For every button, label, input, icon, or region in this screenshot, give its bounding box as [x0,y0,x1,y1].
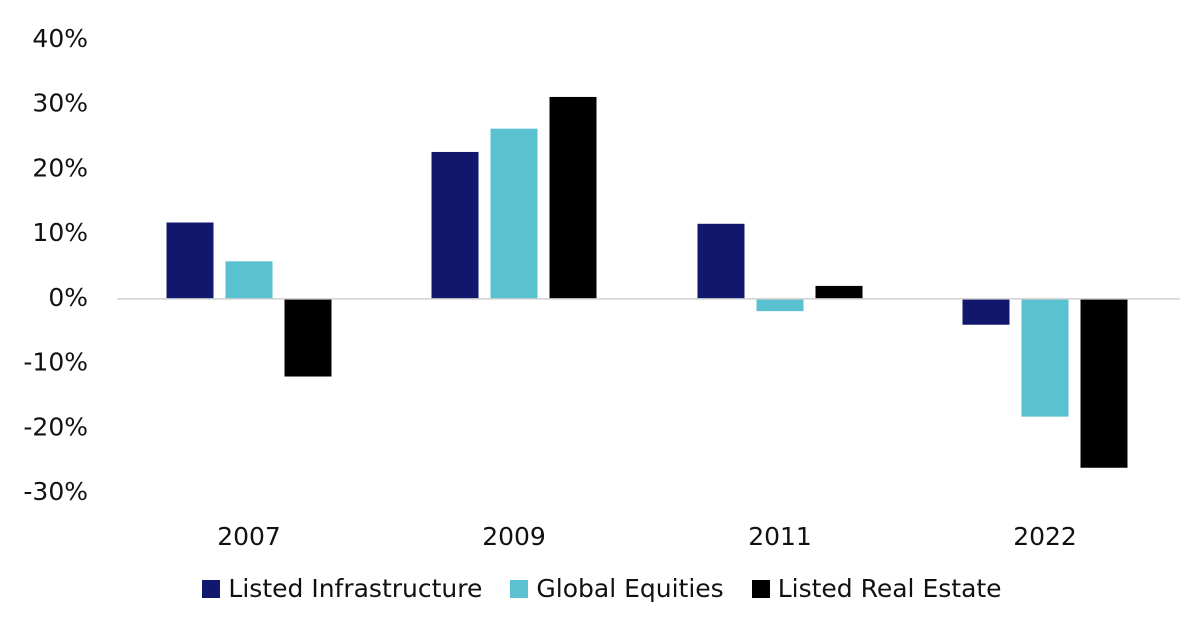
legend-swatch [510,579,529,598]
x-tick-label: 2022 [1013,522,1077,551]
bar-global-equities-2022 [1021,298,1069,417]
y-tick-label: 20% [32,153,88,182]
y-tick-label: 10% [32,218,88,247]
bar-global-equities-2007 [225,261,273,299]
y-tick-label: 40% [32,24,88,53]
bar-global-equities-2011 [756,298,804,312]
legend-swatch [751,579,770,598]
y-tick-label: -20% [23,412,88,441]
y-tick-label: 0% [48,283,88,312]
x-tick-label: 2009 [482,522,546,551]
x-tick-label: 2007 [217,522,281,551]
bar-listed-infrastructure-2011 [697,223,745,299]
x-tick-label: 2011 [748,522,812,551]
x-axis-labels: 2007 2009 2011 2022 [217,522,1077,551]
bar-listed-infrastructure-2007 [166,222,214,299]
y-tick-label: -10% [23,348,88,377]
legend: Listed Infrastructure Global Equities List… [0,574,1204,603]
y-tick-label: 30% [32,89,88,118]
legend-label: Global Equities [536,574,724,603]
bar-global-equities-2009 [490,128,538,299]
legend-item: Listed Infrastructure [202,574,482,603]
legend-item: Global Equities [510,574,724,603]
bar-listed-real-estate-2007 [284,298,332,377]
bar-listed-real-estate-2022 [1080,298,1128,468]
bar-listed-infrastructure-2009 [431,151,479,299]
bar-listed-infrastructure-2022 [962,298,1010,325]
legend-item: Listed Real Estate [751,574,1002,603]
bar-listed-real-estate-2009 [549,96,597,299]
legend-swatch [202,579,221,598]
y-tick-label: -30% [23,477,88,506]
y-axis-labels: 40% 30% 20% 10% 0% -10% -20% -30% [23,24,88,506]
legend-label: Listed Infrastructure [228,574,483,603]
legend-label: Listed Real Estate [777,574,1002,603]
bars [166,96,1128,468]
bar-listed-real-estate-2011 [815,285,863,299]
